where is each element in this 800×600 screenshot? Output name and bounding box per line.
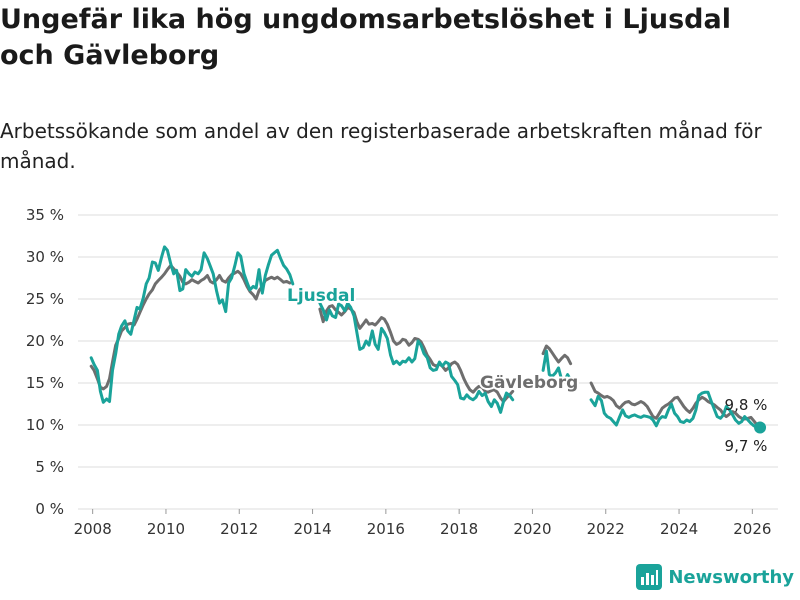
series-layer: [89, 245, 762, 429]
x-tick-label: 2008: [74, 520, 112, 538]
series-label-ljusdal: Ljusdal: [287, 286, 355, 306]
series-label-gavleborg: Gävleborg: [480, 373, 578, 393]
newsworthy-logo-icon: [636, 564, 663, 590]
series-line-ljusdal: [89, 245, 762, 429]
end-value-gavleborg: 9,8 %: [725, 396, 768, 414]
y-tick-label: 5 %: [35, 458, 64, 476]
newsworthy-logo-text: Newsworthy: [668, 566, 794, 588]
x-tick-label: 2024: [660, 520, 698, 538]
x-tick-label: 2020: [513, 520, 551, 538]
x-tick-label: 2012: [220, 520, 258, 538]
y-tick-label: 20 %: [26, 332, 64, 350]
x-tick-label: 2026: [733, 520, 771, 538]
chart-subtitle: Arbetssökande som andel av den registerb…: [0, 119, 762, 173]
chart-title: Ungefär lika hög ungdomsarbetslöshet i L…: [0, 4, 731, 71]
end-value-ljusdal: 9,7 %: [725, 437, 768, 455]
x-tick-label: 2018: [440, 520, 478, 538]
y-tick-label: 15 %: [26, 374, 64, 392]
x-tick-label: 2016: [367, 520, 405, 538]
y-tick-label: 25 %: [26, 290, 64, 308]
series-line-gavleborg: [89, 263, 762, 429]
y-tick-label: 10 %: [26, 416, 64, 434]
grid-layer: [78, 214, 778, 510]
x-tick-label: 2014: [293, 520, 331, 538]
y-tick-label: 0 %: [35, 500, 64, 518]
label-layer: Ljusdal Gävleborg 9,8 % 9,7 %: [285, 284, 768, 455]
x-tick-label: 2010: [147, 520, 185, 538]
axis-layer: 0 % 5 % 10 % 15 % 20 % 25 % 30 % 35 % 2008 2010 20…: [26, 206, 772, 538]
y-tick-label: 35 %: [26, 206, 64, 224]
y-tick-label: 30 %: [26, 248, 64, 266]
newsworthy-logo: Newsworthy: [636, 564, 794, 590]
x-tick-label: 2022: [587, 520, 625, 538]
end-dot-ljusdal: [754, 421, 767, 434]
